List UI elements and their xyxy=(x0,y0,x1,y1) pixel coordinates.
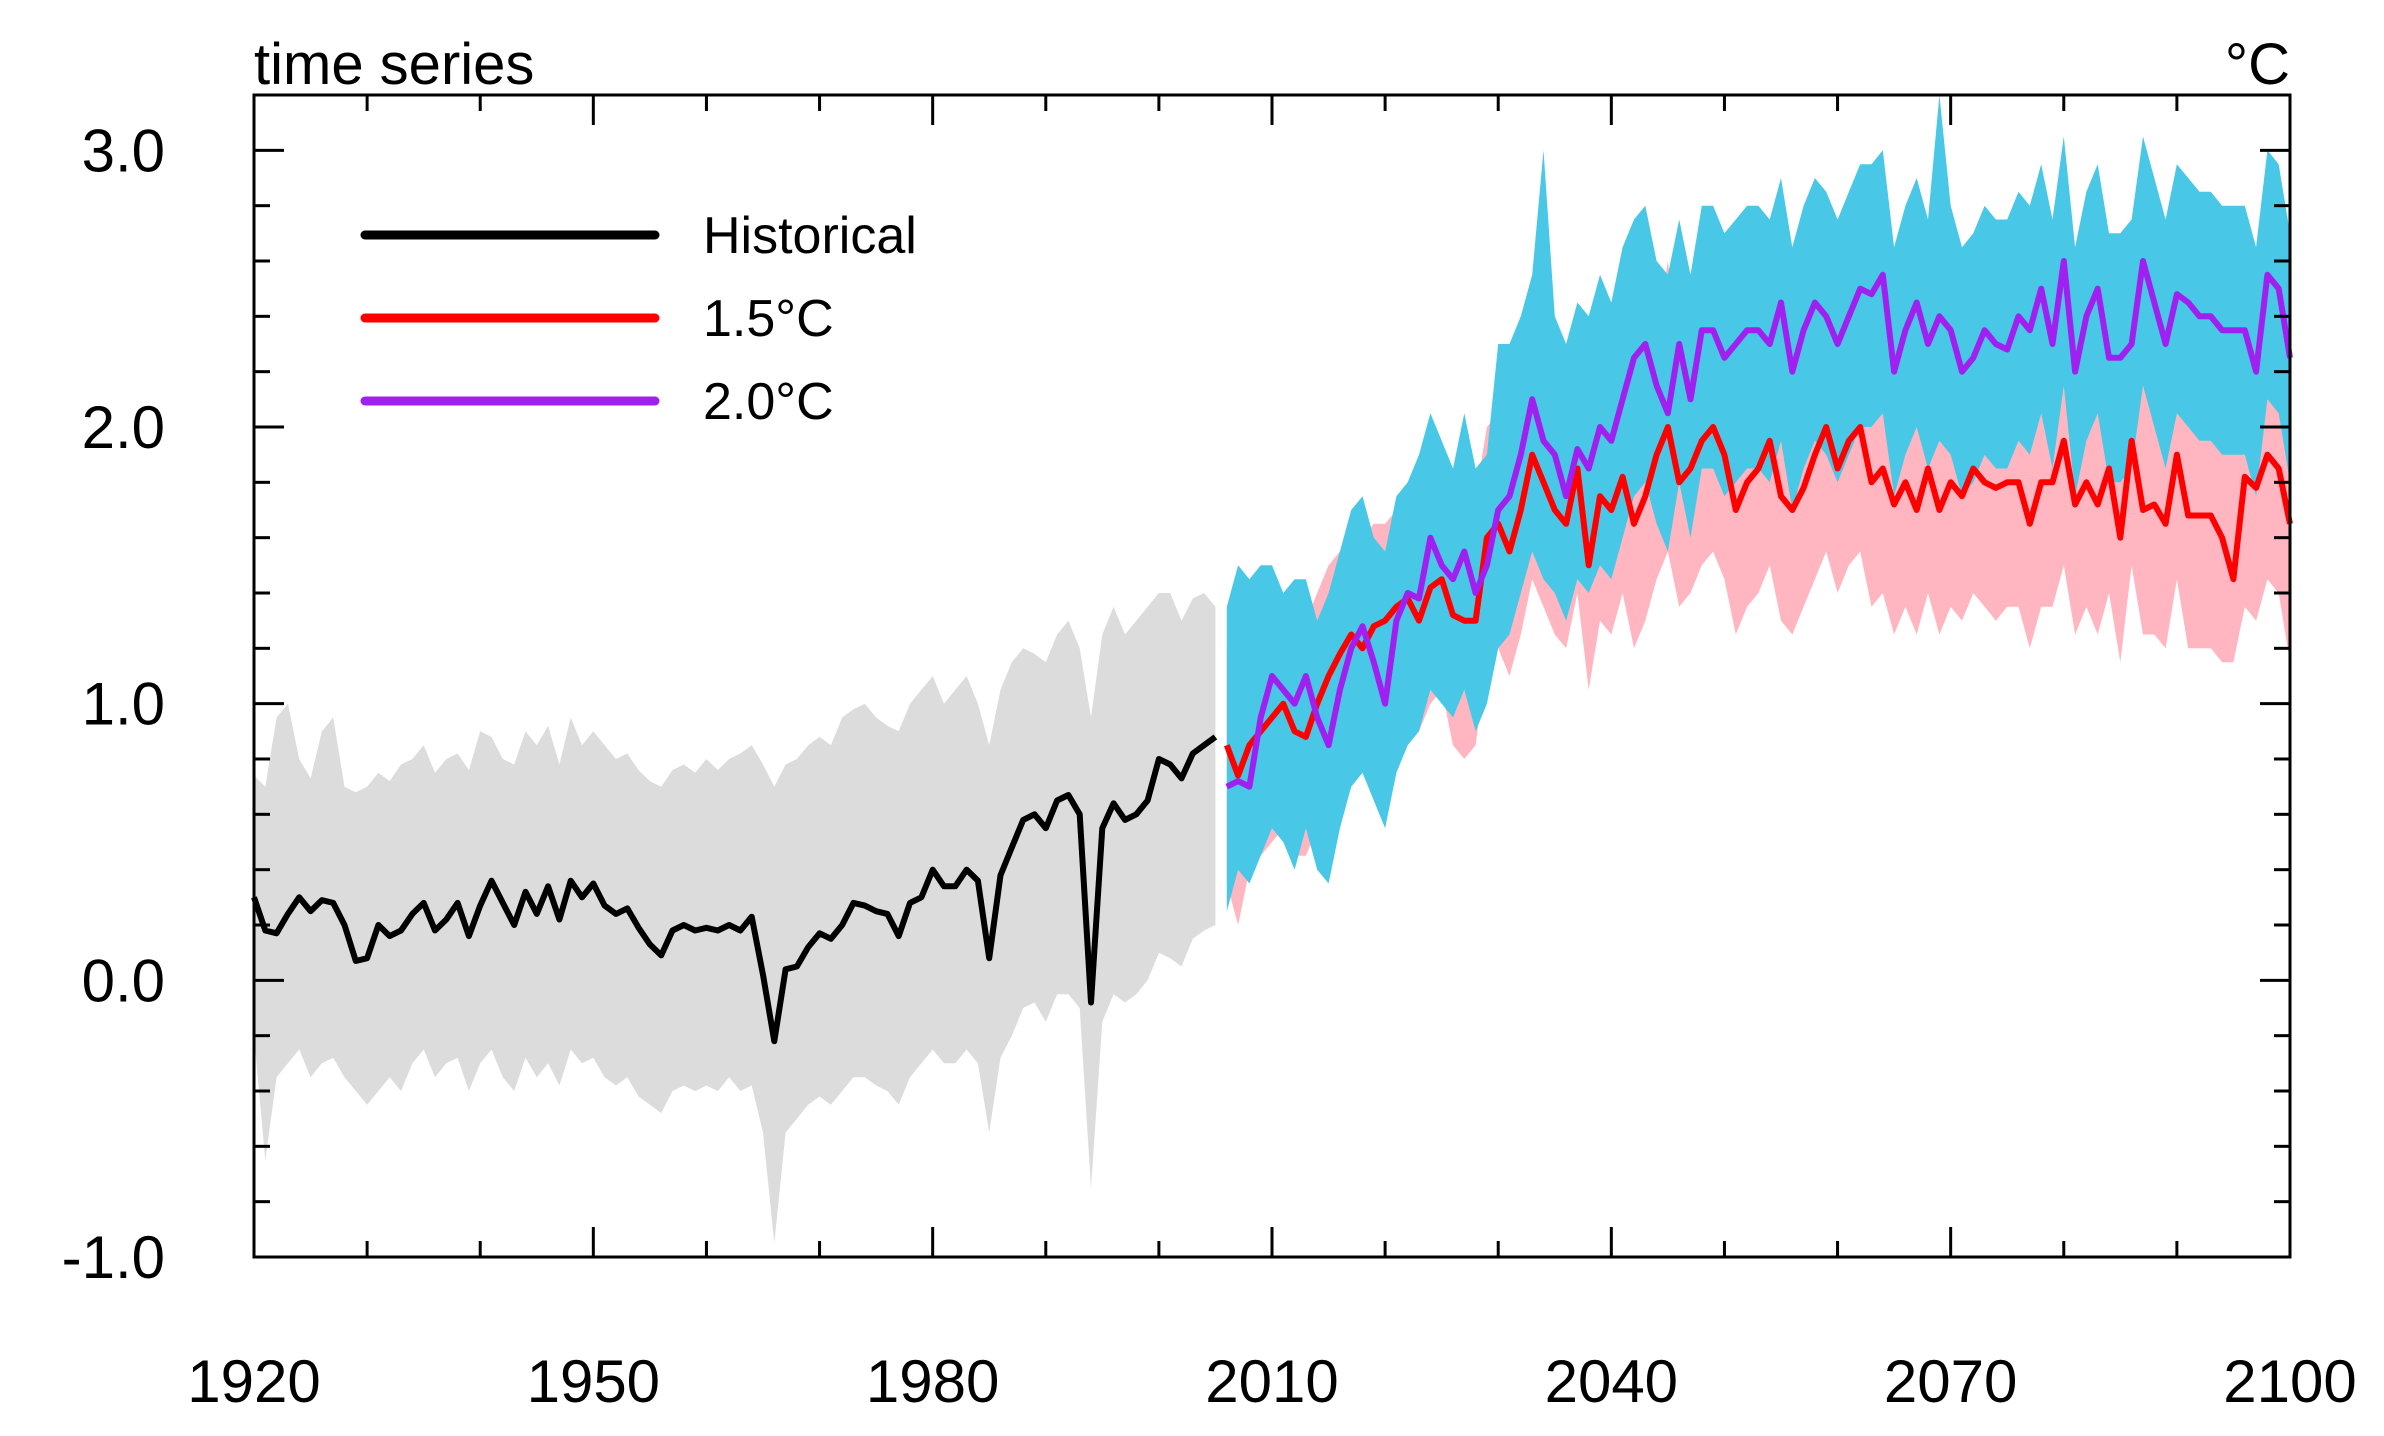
x-tick-label: 1950 xyxy=(527,1348,660,1415)
y-axis: -1.0 0.0 1.0 2.0 3.0 xyxy=(62,93,2290,1291)
y-tick-label: 3.0 xyxy=(82,117,165,184)
line-historical xyxy=(251,734,1218,1045)
x-tick-label: 2100 xyxy=(2223,1348,2356,1415)
x-tick-label: 2070 xyxy=(1884,1348,2017,1415)
y-tick-label: -1.0 xyxy=(62,1224,165,1291)
x-tick-label: 1920 xyxy=(187,1348,320,1415)
series-lines xyxy=(251,258,2293,1045)
y-tick-label: 0.0 xyxy=(82,947,165,1014)
legend-label: Historical xyxy=(703,207,917,265)
legend-label: 1.5°C xyxy=(703,290,834,348)
legend-item-2-0-c: 2.0°C xyxy=(360,373,834,431)
y-tick-label: 1.0 xyxy=(82,671,165,738)
legend: Historical 1.5°C 2.0°C xyxy=(360,207,917,431)
x-axis: 1920 1950 1980 2010 2040 2070 2100 xyxy=(187,95,2357,1415)
uncertainty-bands xyxy=(254,95,2290,1244)
units-label: °C xyxy=(2225,32,2290,97)
x-tick-label: 1980 xyxy=(866,1348,999,1415)
band-historical xyxy=(254,593,1216,1244)
line-2-0-c xyxy=(1225,258,2293,790)
y-tick-label: 2.0 xyxy=(82,394,165,461)
legend-label: 2.0°C xyxy=(703,373,834,431)
chart-title: time series xyxy=(254,32,534,97)
legend-item-historical: Historical xyxy=(360,207,917,265)
legend-item-1-5-c: 1.5°C xyxy=(360,290,834,348)
x-tick-label: 2010 xyxy=(1205,1348,1338,1415)
x-tick-label: 2040 xyxy=(1545,1348,1678,1415)
band-2-0-c xyxy=(1226,95,2290,912)
